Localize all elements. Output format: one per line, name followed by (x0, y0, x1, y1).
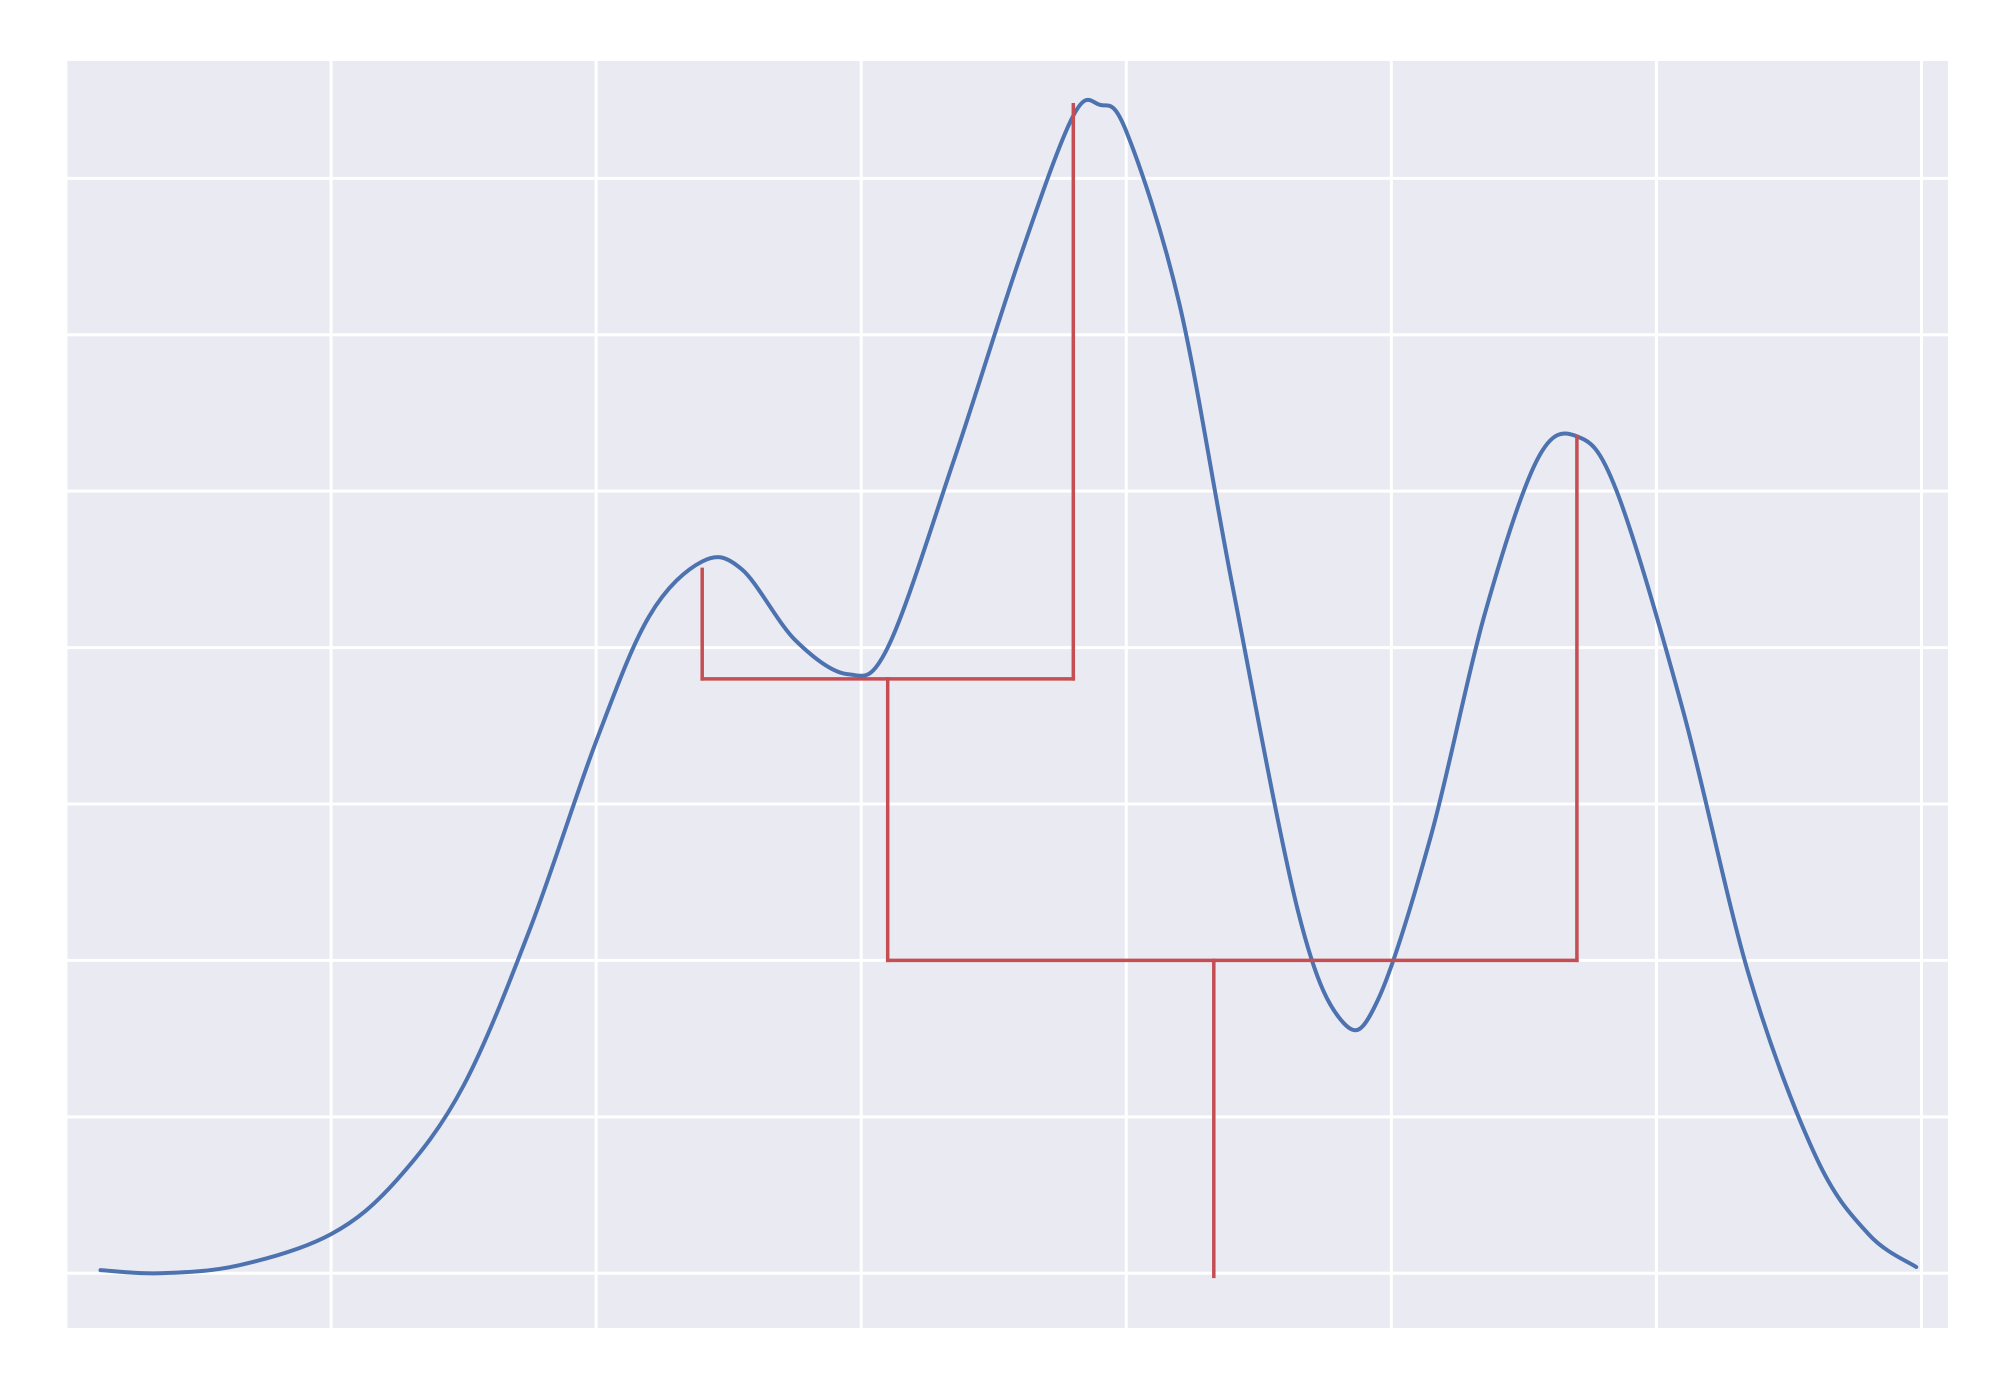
series-layer (98, 97, 1919, 1276)
merge-tree-layer (700, 103, 1579, 1279)
series-line-density (98, 97, 1919, 1276)
grid-lines (64, 61, 1948, 1328)
plot-area-background (66, 61, 1948, 1328)
